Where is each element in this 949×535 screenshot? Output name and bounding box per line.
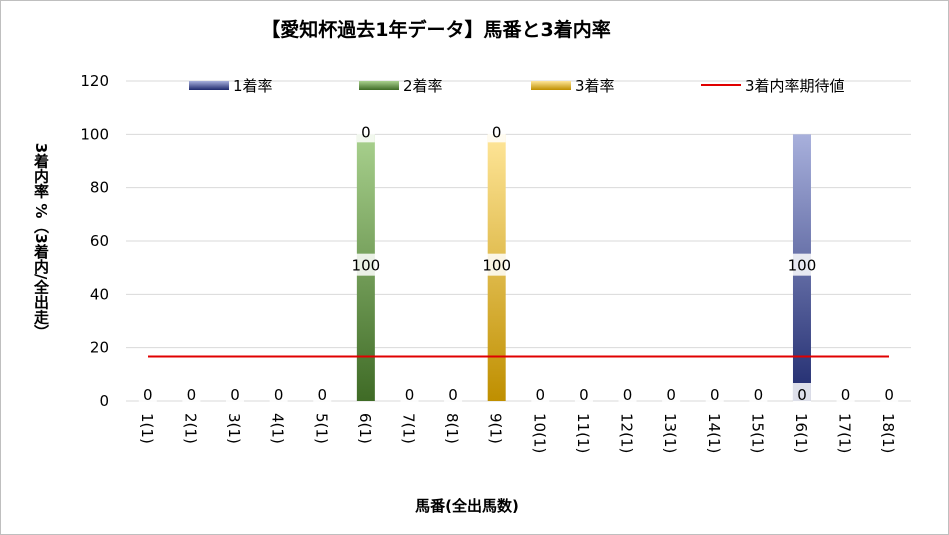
y-tick-label: 120 [80, 72, 109, 90]
data-label-bg [487, 120, 506, 143]
x-tick-label: 3(1) [225, 413, 243, 444]
data-label-bg [574, 383, 593, 405]
gridlines [126, 80, 911, 402]
data-label-bg [138, 383, 157, 405]
x-tick-label: 14(1) [705, 413, 723, 453]
data-label: 0 [754, 386, 764, 404]
data-label-bg [182, 383, 201, 405]
data-label: 0 [143, 386, 153, 404]
y-tick-label: 0 [99, 392, 109, 410]
data-label: 0 [230, 386, 240, 404]
data-label-bg [705, 383, 724, 405]
legend-label: 3着率 [575, 77, 615, 95]
data-label-bg [749, 383, 768, 405]
x-tick-label: 6(1) [356, 413, 374, 444]
y-tick-label: 60 [90, 232, 109, 250]
data-label: 0 [536, 386, 546, 404]
legend: 1着率 2着率 3着率 3着内率期待値 [189, 77, 845, 95]
x-tick-label: 17(1) [836, 413, 854, 453]
x-tick-label: 13(1) [661, 413, 679, 453]
data-label-bg [792, 383, 811, 405]
data-label: 0 [666, 386, 676, 404]
x-tick-label: 12(1) [618, 413, 636, 453]
data-label-bg [782, 253, 821, 276]
x-tick-label: 7(1) [399, 413, 417, 444]
data-label: 0 [317, 386, 327, 404]
y-axis-ticks: 0 20 40 60 80 100 120 [80, 72, 109, 410]
data-label: 0 [448, 386, 458, 404]
legend-label: 3着内率期待値 [745, 77, 845, 95]
data-label-bg [346, 253, 385, 276]
data-label-bg [531, 383, 550, 405]
data-label: 0 [579, 386, 589, 404]
data-label: 0 [710, 386, 720, 404]
data-label: 100 [352, 257, 381, 275]
data-label-bg [618, 383, 637, 405]
data-label: 0 [841, 386, 851, 404]
chart-title: 【愛知杯過去1年データ】馬番と3着内率 [261, 18, 610, 41]
x-tick-label: 8(1) [443, 413, 461, 444]
data-label: 100 [788, 257, 817, 275]
x-tick-label: 4(1) [269, 413, 287, 444]
data-labels: 0 0 0 0 0 100 0 0 0 100 0 0 0 0 0 0 0 100 0 0 0 [138, 120, 899, 405]
data-label-bg [836, 383, 855, 405]
legend-swatch-3 [531, 81, 571, 90]
data-label-bg [880, 383, 899, 405]
x-tick-label: 15(1) [748, 413, 766, 453]
data-label: 0 [405, 386, 415, 404]
data-label: 100 [482, 257, 511, 275]
legend-label: 2着率 [403, 77, 443, 95]
data-label-bg [226, 383, 245, 405]
data-label: 0 [274, 386, 284, 404]
x-tick-label: 2(1) [181, 413, 199, 444]
x-tick-label: 5(1) [312, 413, 330, 444]
legend-swatch-1 [189, 81, 229, 90]
data-label: 0 [623, 386, 633, 404]
data-label: 0 [797, 386, 807, 404]
y-tick-label: 100 [80, 125, 109, 143]
data-label: 0 [187, 386, 197, 404]
data-label-bg [356, 120, 375, 143]
x-tick-label: 18(1) [879, 413, 897, 453]
data-label-bg [269, 383, 288, 405]
x-axis-title: 馬番(全出馬数) [415, 497, 519, 515]
y-axis-title: 3着内率 %（3着内/全出走） [32, 143, 50, 340]
data-label-bg [477, 253, 516, 276]
x-tick-label: 1(1) [138, 413, 156, 444]
data-label-bg [400, 383, 419, 405]
data-label-bg [313, 383, 332, 405]
x-tick-label: 9(1) [487, 413, 505, 444]
x-tick-label: 10(1) [530, 413, 548, 453]
y-tick-label: 20 [90, 339, 109, 357]
y-tick-label: 40 [90, 285, 109, 303]
data-label-bg [444, 383, 463, 405]
data-label: 0 [884, 386, 894, 404]
legend-label: 1着率 [233, 77, 273, 95]
data-label: 0 [361, 123, 371, 141]
data-label-bg [662, 383, 681, 405]
bars [356, 134, 811, 402]
legend-swatch-2 [359, 81, 399, 90]
x-tick-label: 16(1) [792, 413, 810, 453]
y-tick-label: 80 [90, 179, 109, 197]
data-label: 0 [492, 123, 502, 141]
x-axis-ticks: 1(1) 2(1) 3(1) 4(1) 5(1) 6(1) 7(1) 8(1) 9(1) 10(1… [138, 413, 897, 453]
x-tick-label: 11(1) [574, 413, 592, 453]
